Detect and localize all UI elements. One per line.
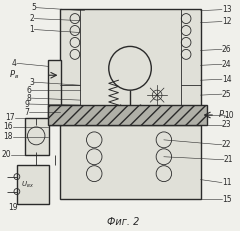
Text: 8: 8 bbox=[27, 94, 31, 103]
Text: 24: 24 bbox=[222, 60, 232, 69]
Text: 6: 6 bbox=[27, 86, 31, 95]
Text: 16: 16 bbox=[3, 122, 13, 131]
Text: 2: 2 bbox=[30, 14, 34, 23]
Text: 4: 4 bbox=[12, 59, 17, 68]
Bar bbox=[60, 125, 201, 200]
Text: 9: 9 bbox=[24, 100, 30, 109]
Text: $P_н$: $P_н$ bbox=[218, 109, 229, 121]
Text: 14: 14 bbox=[222, 75, 232, 84]
Text: 1: 1 bbox=[30, 25, 34, 34]
Text: 19: 19 bbox=[8, 203, 18, 212]
Text: 15: 15 bbox=[222, 195, 232, 204]
Text: 23: 23 bbox=[222, 120, 232, 129]
Text: 11: 11 bbox=[222, 178, 231, 187]
Text: 10: 10 bbox=[224, 110, 234, 119]
Text: 22: 22 bbox=[222, 140, 231, 149]
Bar bbox=[25, 118, 49, 155]
Text: 13: 13 bbox=[222, 5, 232, 14]
Text: 18: 18 bbox=[4, 132, 13, 141]
Text: 12: 12 bbox=[222, 17, 231, 26]
Bar bbox=[60, 9, 201, 108]
Bar bbox=[48, 105, 207, 125]
Text: 3: 3 bbox=[30, 78, 34, 87]
Text: 26: 26 bbox=[222, 45, 232, 54]
Text: 21: 21 bbox=[224, 155, 233, 164]
Text: 17: 17 bbox=[5, 113, 15, 122]
Text: 5: 5 bbox=[31, 3, 36, 12]
Bar bbox=[17, 165, 49, 204]
Text: 7: 7 bbox=[24, 107, 30, 116]
Text: $U_{вх}$: $U_{вх}$ bbox=[21, 179, 34, 190]
Text: $P_в$: $P_в$ bbox=[9, 69, 19, 82]
Bar bbox=[48, 60, 61, 125]
Text: 25: 25 bbox=[222, 90, 232, 99]
Text: Фиг. 2: Фиг. 2 bbox=[107, 217, 139, 227]
Text: 20: 20 bbox=[1, 150, 11, 159]
